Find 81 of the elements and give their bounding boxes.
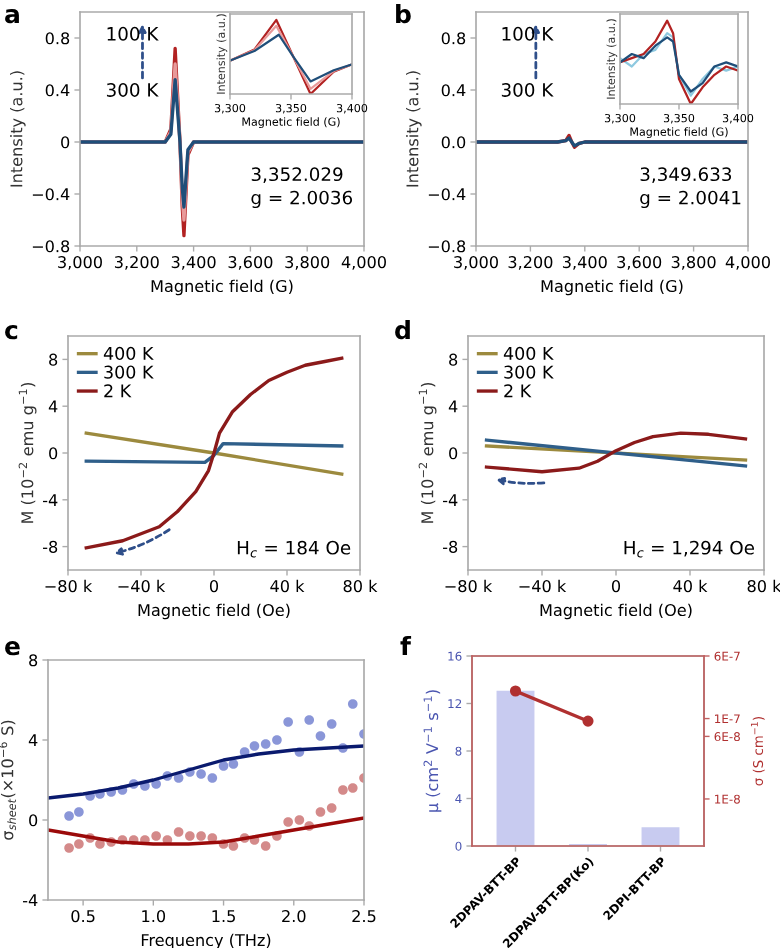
- y-tick-label: −0.8: [32, 240, 70, 253]
- annotation: 100 K: [502, 26, 554, 41]
- y-axis-title: Intensity (a.u.): [10, 71, 26, 187]
- y-tick-label: 0.4: [441, 84, 466, 97]
- x-tick-label: 1.0: [142, 910, 166, 923]
- x-tick-label: 0: [209, 580, 219, 593]
- annotation: g = 2.0041: [640, 190, 741, 209]
- chart-title: d: [395, 320, 410, 340]
- y-tick-label: 0.8: [441, 32, 466, 45]
- x-tick-label: 40 k: [270, 579, 305, 593]
- y-axis-title: M (10$^{−2}$ emu g$^{−1}$): [18, 383, 37, 523]
- annotation: H$_{c}$ = 184 Oe: [237, 540, 351, 558]
- y-axis-title: M (10$^{−2}$ emu g$^{−1}$): [418, 383, 437, 523]
- x-tick-label: 1.5: [212, 910, 235, 923]
- y-tick-label: 0.4: [45, 84, 70, 97]
- x-tick-label: 3,400: [171, 256, 216, 270]
- y-tick-label: -4: [23, 894, 38, 907]
- y-tick-label: 0.0: [441, 136, 466, 149]
- annotation: 300 K: [501, 83, 554, 97]
- y-axis-title: μ (cm$^{2}$ V$^{−1}$ s$^{−1}$): [423, 690, 442, 812]
- annotation: 300 K: [106, 83, 159, 97]
- x-tick-label: 3,000: [58, 256, 102, 270]
- x-tick-label: −80 k: [45, 579, 93, 593]
- y-tick-label: -4: [43, 494, 58, 506]
- y-tick-label: −0.8: [428, 240, 466, 253]
- chart-title: e: [5, 641, 20, 656]
- y-tick-label: 4: [48, 400, 58, 413]
- y-tick-label: 0: [49, 447, 58, 460]
- chart-title: f: [400, 636, 412, 655]
- y-tick-label: 0: [449, 447, 458, 460]
- y-tick-label: 4: [448, 400, 458, 413]
- y-tick-label: 8: [29, 654, 38, 667]
- x-tick-label: 3,000: [454, 256, 498, 270]
- y-tick-label: 0.8: [45, 32, 70, 45]
- x-tick-label: 3,200: [114, 256, 159, 270]
- legend-label: 2 K: [104, 384, 132, 398]
- x-axis-title: Magnetic field (Oe): [540, 603, 692, 620]
- chart-title: c: [5, 325, 18, 340]
- x-tick-label: −40 k: [118, 579, 166, 593]
- y-tick-label: −0.4: [428, 188, 466, 201]
- x-axis-title: Magnetic field (G): [541, 279, 683, 296]
- x-tick-label: 3,600: [617, 256, 662, 270]
- x-tick-label: 0: [611, 580, 621, 593]
- x-tick-label: 4,000: [725, 256, 770, 270]
- legend-label: 400 K: [103, 346, 154, 361]
- y-tick-label: 8: [449, 353, 458, 366]
- x-tick-label: 3,400: [562, 256, 607, 270]
- y-axis-title: Intensity (a.u.): [406, 71, 422, 187]
- x-tick-label: 40 k: [673, 579, 708, 593]
- y-tick-label: 8: [49, 353, 58, 366]
- legend-label: 2 K: [504, 384, 532, 398]
- y-tick-label: -4: [443, 494, 458, 506]
- legend-label: 400 K: [503, 346, 554, 361]
- annotation: 100 K: [107, 26, 159, 41]
- x-tick-label: −40 k: [519, 579, 567, 593]
- y-tick-label: 0: [61, 136, 70, 149]
- annotation: H$_{c}$ = 1,294 Oe: [624, 540, 755, 558]
- x-tick-label: 2.5: [352, 910, 376, 923]
- x-tick-label: 2.0: [282, 910, 306, 923]
- x-tick-label: −80 k: [445, 579, 493, 593]
- annotation: g = 2.0036: [251, 190, 353, 209]
- x-tick-label: 3,800: [285, 256, 330, 270]
- x-tick-label: 80 k: [343, 579, 378, 593]
- x-tick-label: 3,600: [228, 256, 273, 270]
- x-tick-label: 4,000: [341, 256, 386, 270]
- x-tick-label: 3,200: [508, 256, 553, 270]
- y-tick-label: -8: [443, 540, 458, 553]
- chart-title: a: [5, 9, 19, 24]
- annotation: 3,352.029: [251, 167, 343, 183]
- legend-label: 300 K: [504, 365, 554, 379]
- x-tick-label: 0.5: [71, 910, 95, 923]
- x-axis-title: Magnetic field (G): [151, 279, 293, 296]
- x-tick-label: 3,800: [671, 256, 716, 270]
- legend-label: 300 K: [104, 365, 154, 379]
- y-tick-label: −0.4: [32, 188, 70, 201]
- chart-title: b: [396, 4, 411, 24]
- x-axis-title: Magnetic field (Oe): [138, 603, 290, 620]
- y-tick-label: 4: [28, 734, 38, 747]
- y-tick-label: -8: [43, 540, 58, 553]
- annotation: 3,349.633: [640, 167, 732, 183]
- y-tick-label: 0: [29, 814, 38, 827]
